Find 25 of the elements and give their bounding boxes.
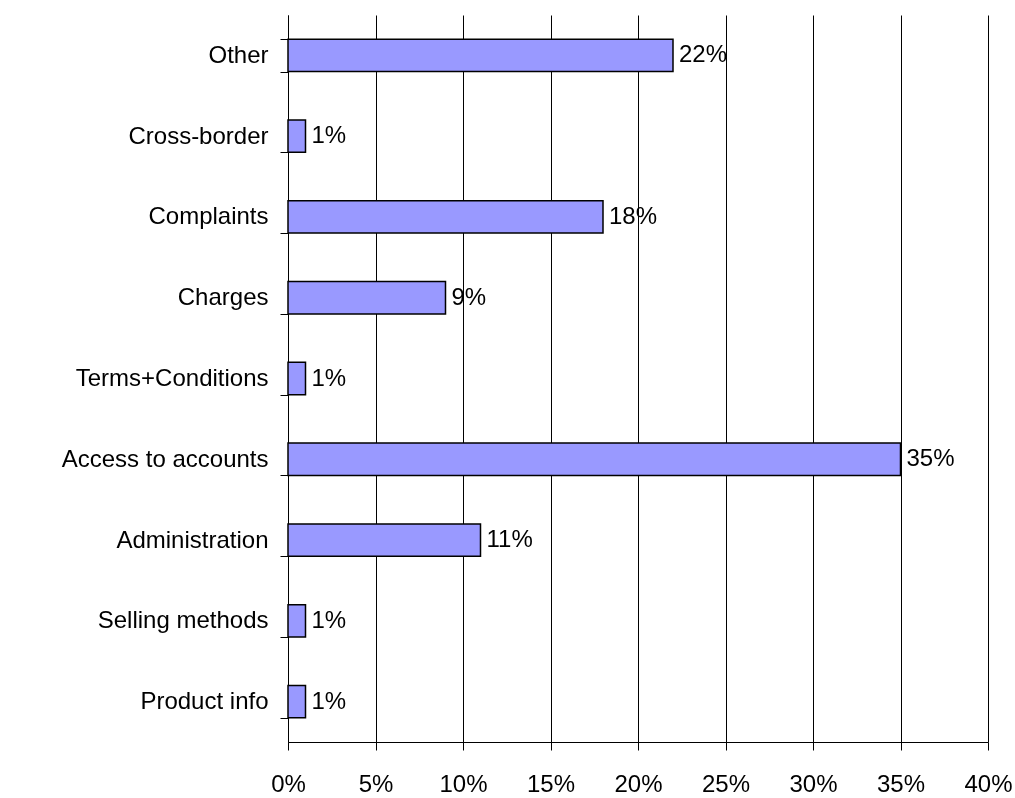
y-tick-label: Access to accounts [61, 444, 269, 472]
data-label: 1% [311, 686, 347, 714]
y-tick-label: Other [208, 40, 269, 68]
y-tick-label: Administration [116, 525, 269, 553]
data-label: 22% [679, 40, 728, 68]
x-tick-label: 5% [358, 769, 394, 797]
x-tick-label: 35% [876, 769, 926, 797]
x-tick-label: 0% [271, 769, 306, 797]
x-tick-label: 20% [614, 769, 663, 797]
x-tick-label: 15% [526, 769, 576, 797]
data-label: 1% [311, 363, 347, 391]
x-tick-label: 30% [789, 769, 838, 797]
y-tick-label: Selling methods [97, 606, 269, 634]
data-label: 11% [486, 525, 533, 553]
y-tick-label: Complaints [148, 202, 269, 230]
x-tick-label: 10% [439, 769, 488, 797]
y-tick-label: Charges [177, 283, 269, 311]
y-tick-label: Cross-border [128, 121, 269, 149]
y-tick-label: Product info [140, 687, 269, 715]
data-label: 35% [906, 444, 955, 472]
data-label: 1% [311, 605, 347, 633]
data-label: 1% [311, 121, 347, 149]
y-tick-label: Terms+Conditions [75, 364, 269, 391]
x-tick-label: 40% [964, 769, 1013, 797]
x-tick-label: 25% [701, 769, 751, 797]
